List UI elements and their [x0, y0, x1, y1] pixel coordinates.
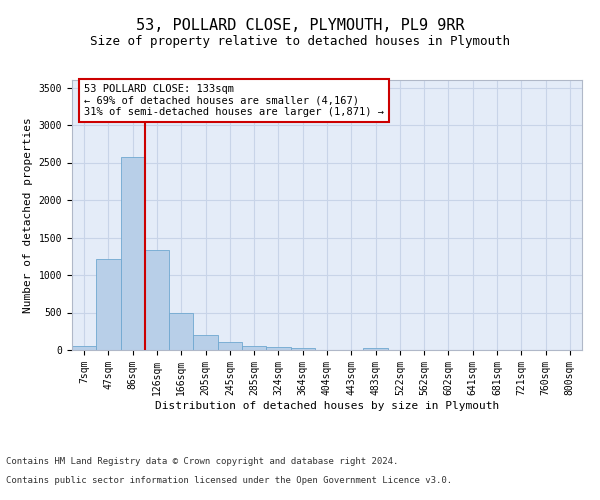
X-axis label: Distribution of detached houses by size in Plymouth: Distribution of detached houses by size … — [155, 400, 499, 410]
Bar — [121, 156, 145, 350]
Bar — [193, 336, 218, 350]
Text: 53, POLLARD CLOSE, PLYMOUTH, PL9 9RR: 53, POLLARD CLOSE, PLYMOUTH, PL9 9RR — [136, 18, 464, 32]
Bar — [169, 312, 193, 350]
Bar — [145, 250, 169, 350]
Y-axis label: Number of detached properties: Number of detached properties — [23, 117, 33, 313]
Bar — [266, 346, 290, 350]
Bar — [242, 346, 266, 350]
Text: Size of property relative to detached houses in Plymouth: Size of property relative to detached ho… — [90, 35, 510, 48]
Bar — [96, 258, 121, 350]
Text: 53 POLLARD CLOSE: 133sqm
← 69% of detached houses are smaller (4,167)
31% of sem: 53 POLLARD CLOSE: 133sqm ← 69% of detach… — [84, 84, 384, 117]
Bar — [290, 348, 315, 350]
Text: Contains HM Land Registry data © Crown copyright and database right 2024.: Contains HM Land Registry data © Crown c… — [6, 457, 398, 466]
Text: Contains public sector information licensed under the Open Government Licence v3: Contains public sector information licen… — [6, 476, 452, 485]
Bar — [72, 346, 96, 350]
Bar — [218, 342, 242, 350]
Bar — [364, 348, 388, 350]
